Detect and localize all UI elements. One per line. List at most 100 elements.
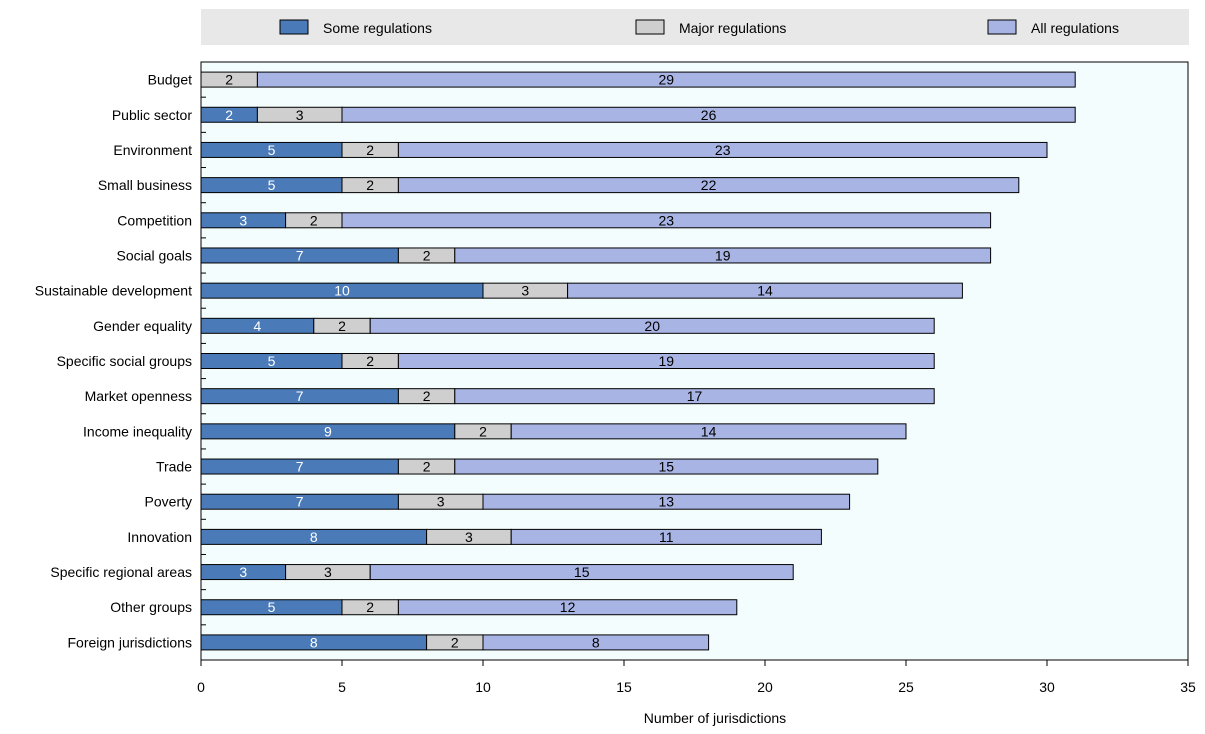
data-label: 2 <box>310 212 318 228</box>
y-tick-label: Poverty <box>145 494 192 510</box>
y-tick-label: Gender equality <box>93 318 192 334</box>
data-label: 5 <box>268 353 276 369</box>
data-label: 2 <box>451 634 459 650</box>
bar-segment <box>369 564 794 581</box>
data-label: 5 <box>268 599 276 615</box>
data-label: 12 <box>560 599 576 615</box>
data-label: 5 <box>268 177 276 193</box>
data-label: 29 <box>659 72 675 88</box>
data-label: 3 <box>296 107 304 123</box>
y-tick-label: Foreign jurisdictions <box>68 634 193 650</box>
data-label: 13 <box>659 494 675 510</box>
bar-segment <box>454 388 935 405</box>
legend-label: All regulations <box>1031 20 1119 36</box>
data-label: 14 <box>701 423 717 439</box>
legend-background <box>201 9 1189 45</box>
bar-segment <box>397 141 1048 158</box>
bar-segment <box>482 634 710 651</box>
bar-segment <box>397 177 1020 194</box>
data-label: 7 <box>296 459 304 475</box>
x-tick-label: 35 <box>1180 679 1196 695</box>
bar-segment <box>256 71 1076 88</box>
data-label: 17 <box>687 388 703 404</box>
bar-segment <box>397 599 738 616</box>
y-tick-label: Other groups <box>110 599 192 615</box>
y-tick-label: Market openness <box>85 388 192 404</box>
data-label: 3 <box>239 564 247 580</box>
y-tick-label: Social goals <box>117 247 193 263</box>
x-axis-title: Number of jurisdictions <box>644 710 786 726</box>
legend-swatch <box>635 19 665 35</box>
bar-segment <box>341 212 992 229</box>
data-label: 19 <box>659 353 675 369</box>
y-tick-label: Specific social groups <box>57 353 192 369</box>
y-tick-label: Budget <box>148 72 192 88</box>
x-tick-label: 30 <box>1039 679 1055 695</box>
data-label: 3 <box>437 494 445 510</box>
bar-segment <box>454 247 992 264</box>
data-label: 4 <box>254 318 262 334</box>
data-label: 2 <box>366 177 374 193</box>
data-label: 23 <box>715 142 731 158</box>
data-label: 2 <box>423 388 431 404</box>
bar-segment <box>397 353 935 369</box>
bar-segment <box>341 106 1076 123</box>
data-label: 2 <box>366 142 374 158</box>
x-tick-label: 15 <box>616 679 632 695</box>
data-label: 7 <box>296 388 304 404</box>
y-tick-label: Income inequality <box>83 423 192 439</box>
data-label: 14 <box>757 283 773 299</box>
data-label: 2 <box>479 423 487 439</box>
data-label: 20 <box>644 318 660 334</box>
y-tick-label: Innovation <box>127 529 192 545</box>
bar-segment <box>482 493 851 510</box>
legend-swatch <box>987 19 1017 35</box>
x-tick-label: 20 <box>757 679 773 695</box>
data-label: 11 <box>659 529 674 545</box>
x-axis: 0 5 10 15 20 25 30 35 <box>197 660 1196 695</box>
data-label: 7 <box>296 494 304 510</box>
y-tick-label: Trade <box>156 459 192 475</box>
legend-label: Major regulations <box>679 20 786 36</box>
data-label: 5 <box>268 142 276 158</box>
x-tick-label: 0 <box>197 679 205 695</box>
data-label: 2 <box>366 599 374 615</box>
y-tick-label: Competition <box>117 212 192 228</box>
data-label: 8 <box>310 529 318 545</box>
x-tick-label: 10 <box>475 679 491 695</box>
data-label: 3 <box>239 212 247 228</box>
y-tick-label: Sustainable development <box>35 283 192 299</box>
y-tick-label: Public sector <box>112 107 192 123</box>
y-axis: Budget Public sector Environment Small busi… <box>35 61 206 650</box>
data-label: 8 <box>592 634 600 650</box>
data-label: 15 <box>574 564 590 580</box>
data-label: 10 <box>334 283 350 299</box>
data-label: 9 <box>324 423 332 439</box>
data-label: 2 <box>225 72 233 88</box>
y-tick-label: Small business <box>98 177 192 193</box>
legend: Some regulations Major regulations All reg… <box>279 19 1119 36</box>
bar-segment <box>510 528 822 545</box>
data-label: 15 <box>659 459 675 475</box>
data-label: 7 <box>296 247 304 263</box>
x-tick-label: 5 <box>338 679 346 695</box>
legend-label: Some regulations <box>323 20 432 36</box>
data-label: 2 <box>423 247 431 263</box>
bar-segment <box>454 458 879 475</box>
data-label: 3 <box>521 283 529 299</box>
bar-segment <box>510 423 907 440</box>
data-label: 2 <box>423 459 431 475</box>
data-label: 26 <box>701 107 717 123</box>
data-label: 3 <box>324 564 332 580</box>
bar-segment <box>567 282 963 299</box>
data-label: 22 <box>701 177 717 193</box>
y-tick-label: Environment <box>113 142 192 158</box>
legend-swatch <box>279 19 309 35</box>
x-tick-label: 25 <box>898 679 914 695</box>
data-label: 3 <box>465 529 473 545</box>
bar-segment <box>369 317 935 334</box>
data-label: 19 <box>715 247 731 263</box>
data-label: 2 <box>225 107 233 123</box>
